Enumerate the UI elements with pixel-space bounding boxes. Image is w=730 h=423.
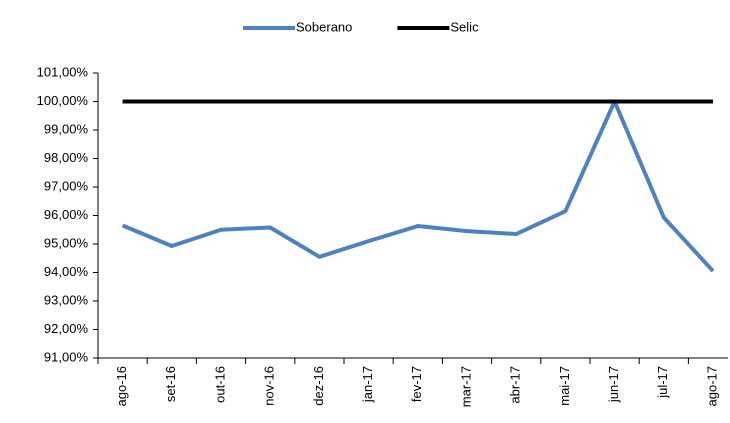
- x-tick-label: mai-17: [557, 366, 572, 406]
- y-tick-label: 93,00%: [44, 292, 89, 307]
- y-tick-label: 97,00%: [44, 178, 89, 193]
- y-tick-label: 94,00%: [44, 264, 89, 279]
- x-tick-label: jun-17: [606, 366, 621, 403]
- y-tick-label: 101,00%: [37, 64, 89, 79]
- x-tick-label: abr-17: [508, 366, 523, 404]
- legend-label: Selic: [450, 19, 479, 34]
- y-tick-label: 100,00%: [37, 93, 89, 108]
- x-tick-label: jul-17: [655, 366, 670, 399]
- y-tick-label: 95,00%: [44, 235, 89, 250]
- y-tick-label: 92,00%: [44, 321, 89, 336]
- x-tick-label: jan-17: [360, 366, 375, 403]
- x-tick-label: ago-17: [704, 366, 719, 406]
- x-tick-label: nov-16: [262, 366, 277, 406]
- y-tick-label: 91,00%: [44, 349, 89, 364]
- y-tick-label: 98,00%: [44, 150, 89, 165]
- x-tick-label: set-16: [163, 366, 178, 402]
- legend-label: Soberano: [296, 19, 352, 34]
- x-tick-label: out-16: [212, 366, 227, 403]
- series-line: [121, 99, 715, 273]
- y-tick-label: 96,00%: [44, 207, 89, 222]
- x-tick-label: dez-16: [311, 366, 326, 406]
- x-tick-label: fev-17: [409, 366, 424, 402]
- y-tick-label: 99,00%: [44, 121, 89, 136]
- x-tick-label: ago-16: [114, 366, 129, 406]
- x-tick-label: mar-17: [458, 366, 473, 407]
